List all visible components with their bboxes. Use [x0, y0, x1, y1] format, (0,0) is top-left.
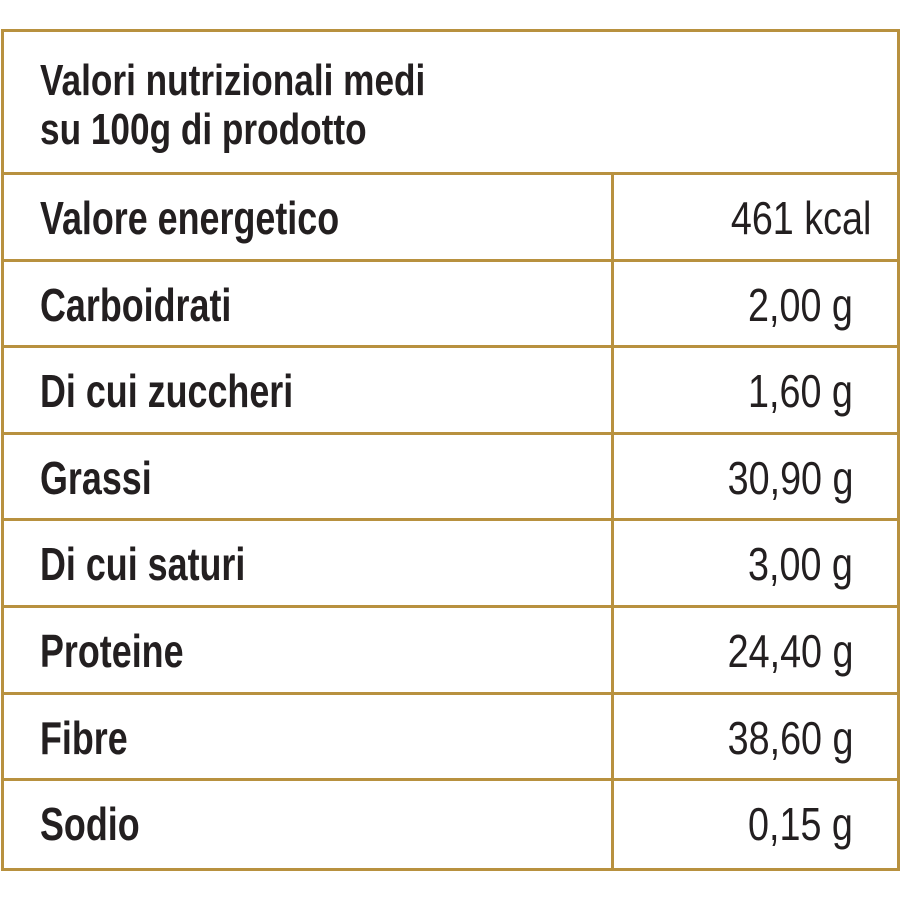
nutrient-value: 2,00 g: [748, 278, 853, 331]
table-row: Di cui zuccheri 1,60 g: [4, 348, 897, 435]
nutrient-value: 38,60 g: [727, 711, 853, 764]
nutrient-label: Grassi: [40, 451, 152, 504]
column-divider: [611, 348, 614, 432]
column-divider: [611, 781, 614, 868]
nutrition-table: Valori nutrizionali medi su 100g di prod…: [1, 29, 900, 871]
nutrient-label: Di cui zuccheri: [40, 365, 294, 418]
column-divider: [611, 608, 614, 692]
nutrient-value: 24,40 g: [727, 625, 853, 677]
column-divider: [611, 261, 614, 346]
table-row: Valore energetico 461 kcal: [4, 175, 897, 262]
nutrient-label: Fibre: [40, 711, 128, 764]
table-row: Sodio 0,15 g: [4, 781, 897, 868]
nutrient-label: Carboidrati: [40, 278, 232, 331]
nutrient-value: 3,00 g: [748, 538, 853, 591]
nutrient-label: Di cui saturi: [40, 538, 246, 591]
nutrient-value: 461 kcal: [730, 192, 871, 244]
nutrient-value: 30,90 g: [727, 451, 853, 504]
table-row: Proteine 24,40 g: [4, 608, 897, 695]
table-row: Carboidrati 2,00 g: [4, 261, 897, 349]
column-divider: [611, 175, 614, 259]
nutrient-label: Valore energetico: [40, 192, 340, 244]
nutrient-label: Sodio: [40, 798, 140, 851]
column-divider: [611, 694, 614, 779]
column-divider: [611, 521, 614, 605]
nutrient-value: 1,60 g: [748, 365, 853, 418]
header-title: Valori nutrizionali medi: [40, 56, 426, 105]
column-divider: [611, 434, 614, 519]
header-title: su 100g di prodotto: [40, 105, 367, 154]
table-header: Valori nutrizionali medi su 100g di prod…: [4, 32, 897, 175]
table-row: Di cui saturi 3,00 g: [4, 521, 897, 608]
table-row: Grassi 30,90 g: [4, 434, 897, 522]
table-row: Fibre 38,60 g: [4, 694, 897, 782]
nutrient-value: 0,15 g: [748, 798, 853, 851]
nutrient-label: Proteine: [40, 625, 184, 677]
